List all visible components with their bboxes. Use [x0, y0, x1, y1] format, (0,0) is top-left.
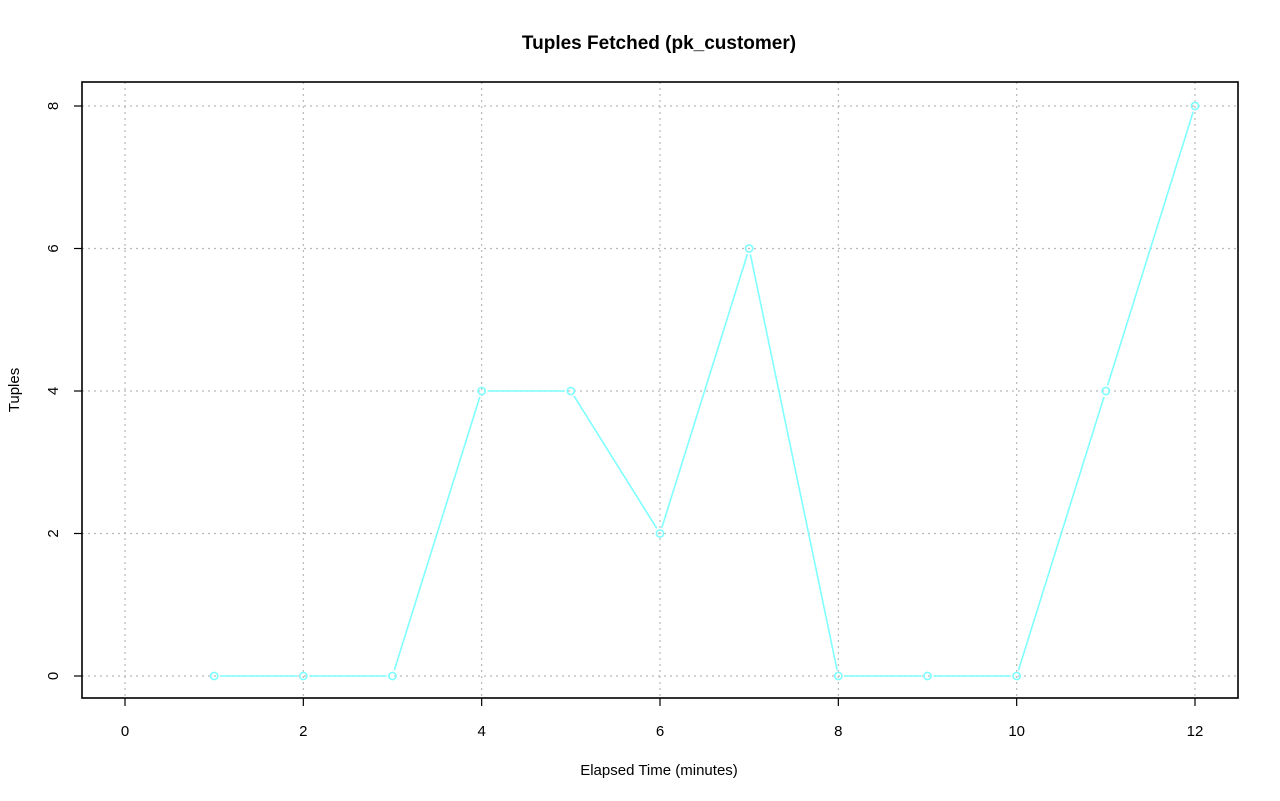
series-line-segment: [393, 396, 481, 671]
y-tick-label: 8: [45, 102, 62, 110]
data-point: [388, 671, 397, 681]
x-tick-label: 8: [834, 723, 842, 740]
data-point: [923, 671, 932, 681]
x-tick-label: 4: [477, 723, 485, 740]
x-tick-label: 0: [121, 723, 129, 740]
y-tick-label: 0: [45, 672, 62, 680]
series-line-segment: [661, 253, 749, 529]
y-tick-label: 4: [45, 387, 62, 395]
chart-title: Tuples Fetched (pk_customer): [522, 33, 796, 54]
x-tick-label: 12: [1187, 723, 1204, 740]
data-point: [209, 671, 219, 681]
x-tick-label: 10: [1008, 723, 1025, 740]
x-tick-label: 2: [299, 723, 307, 740]
x-tick-label: 6: [656, 723, 664, 740]
data-point: [744, 244, 754, 253]
data-point: [1101, 386, 1111, 396]
x-axis-label: Elapsed Time (minutes): [580, 762, 738, 779]
series-line-segment: [1017, 396, 1105, 671]
data-point: [566, 386, 576, 396]
grid: [82, 82, 1238, 698]
data-point: [833, 671, 843, 681]
data-point: [477, 386, 487, 396]
data-point: [655, 529, 665, 538]
series-line-segment: [1106, 111, 1194, 386]
series-tuples: [209, 101, 1200, 681]
data-point: [298, 671, 308, 681]
y-axis-label: Tuples: [6, 368, 23, 412]
y-tick-label: 6: [45, 244, 62, 252]
series-line-segment: [573, 395, 658, 529]
data-point: [1012, 671, 1022, 681]
y-tick-label: 2: [45, 529, 62, 537]
x-axis: 0 2 4 6 8 10 12: [121, 698, 1204, 740]
y-axis: 0 2 4 6 8: [45, 102, 82, 680]
data-point: [1190, 101, 1200, 111]
series-line-segment: [749, 254, 838, 671]
